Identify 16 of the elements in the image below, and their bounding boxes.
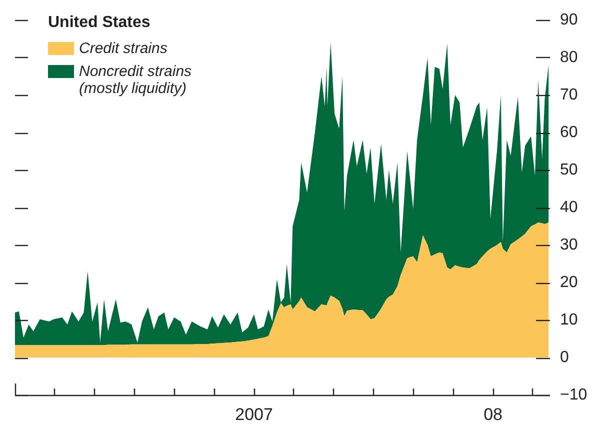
legend-label: Noncredit strains (mostly liquidity) [79, 63, 192, 97]
y-tick-label: 70 [560, 86, 578, 104]
y-tick-label: 50 [560, 161, 578, 178]
y-tick-label: 40 [560, 198, 578, 216]
y-tick-label: 0 [560, 348, 569, 366]
legend-label: Credit strains [79, 40, 168, 57]
y-tick-label: 90 [560, 11, 578, 28]
chart-title: United States [48, 14, 152, 32]
y-tick-label: 10 [560, 311, 578, 328]
x-tick-label: 2007 [235, 404, 273, 424]
y-tick-label: −10 [560, 386, 588, 404]
y-tick-label: 80 [560, 48, 578, 66]
y-tick-label: 20 [560, 274, 578, 291]
x-tick-label: 08 [484, 404, 502, 424]
y-tick-label: 60 [560, 124, 578, 141]
y-tick-label: 30 [560, 236, 578, 254]
